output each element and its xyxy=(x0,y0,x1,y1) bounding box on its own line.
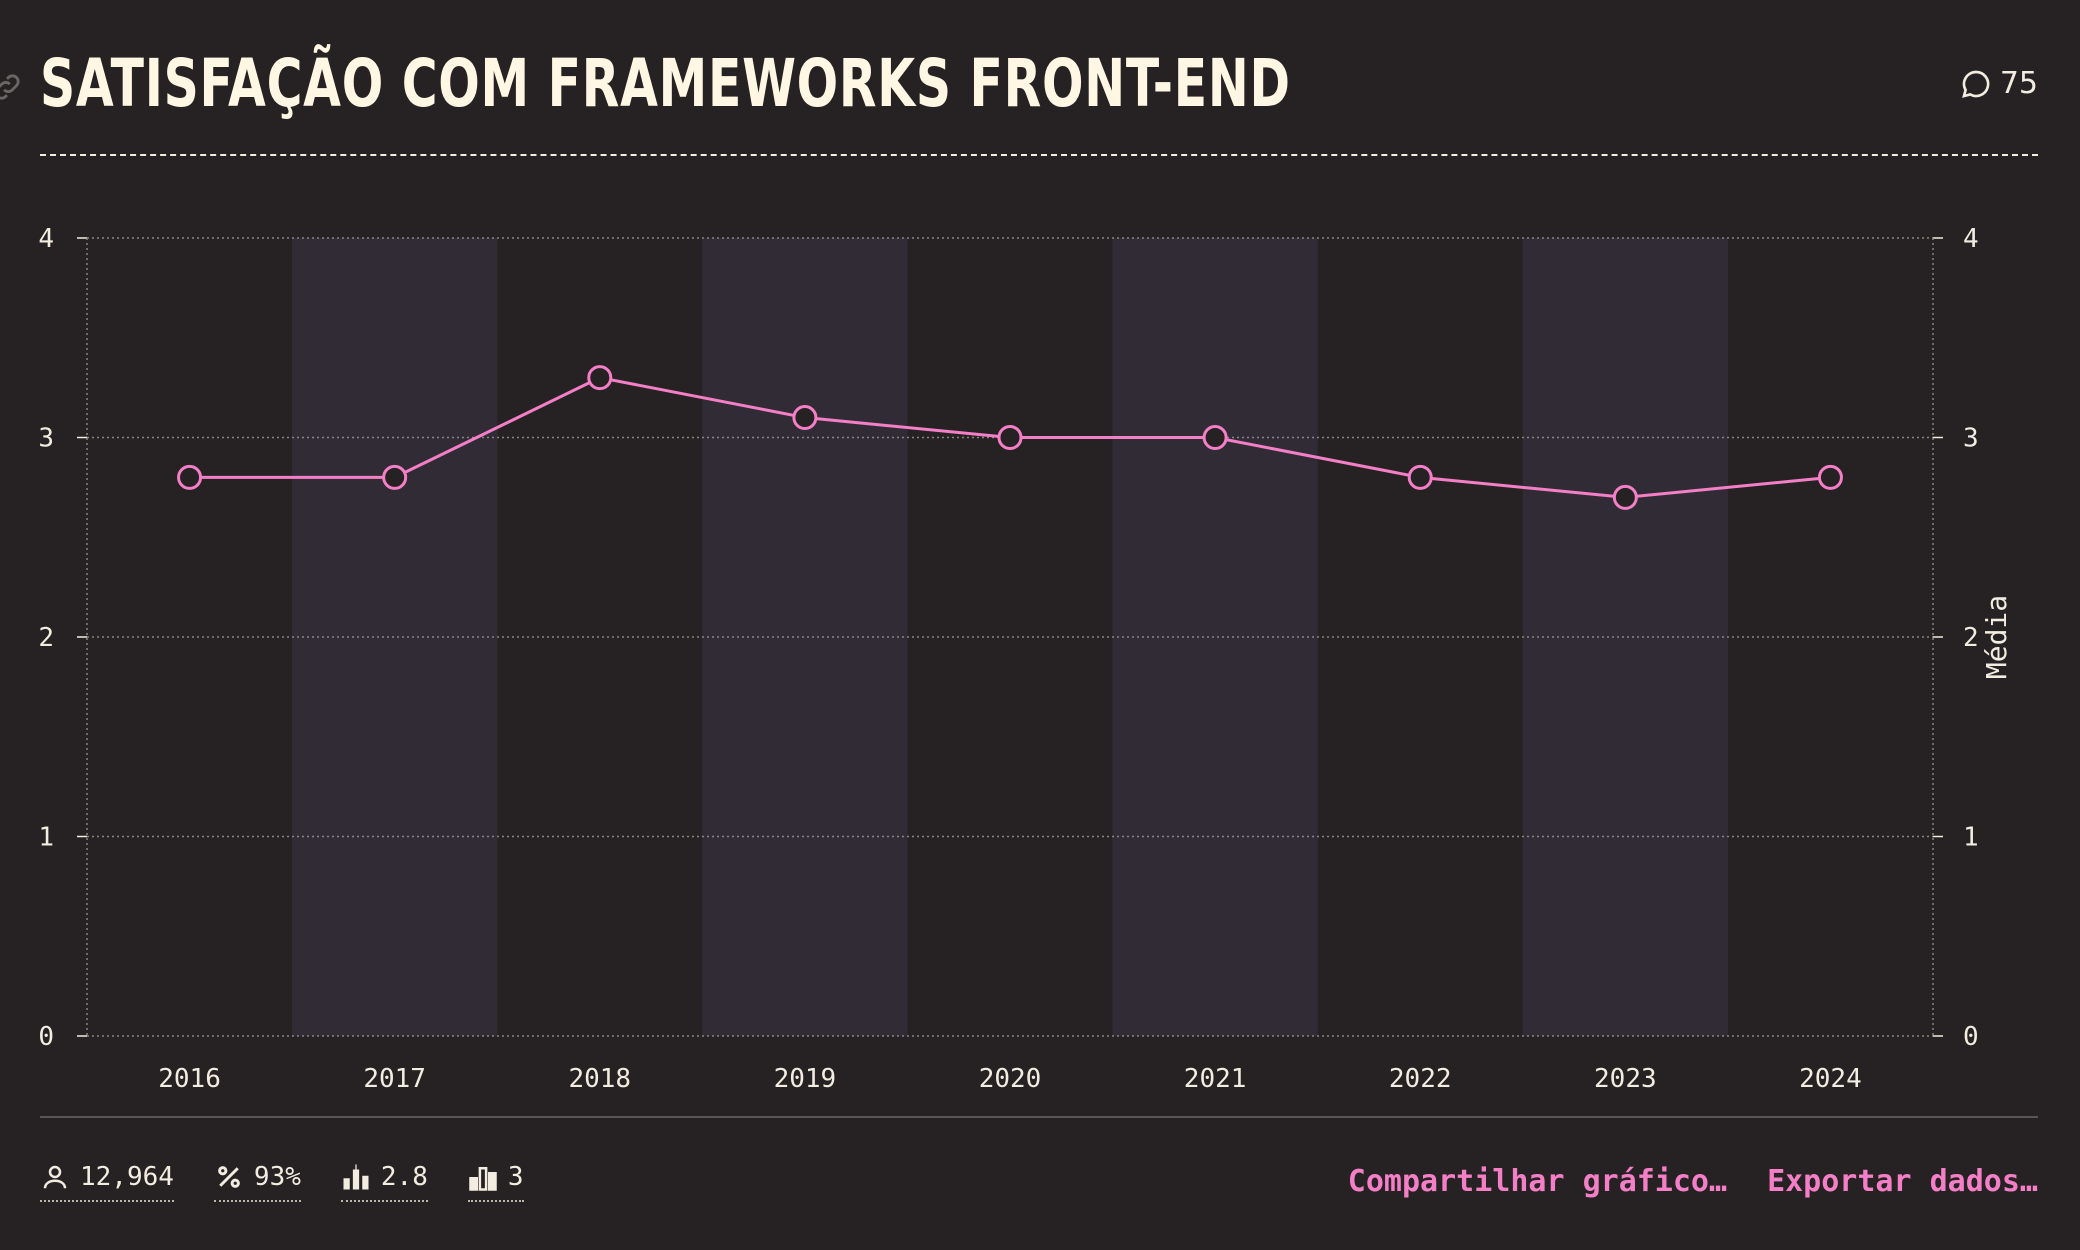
percent-icon xyxy=(214,1162,244,1192)
y-tick-label-left: 4 xyxy=(38,224,54,254)
y-tick-label-left: 3 xyxy=(38,424,54,454)
x-tick-label: 2024 xyxy=(1799,1064,1862,1094)
data-point xyxy=(1614,486,1636,508)
data-point xyxy=(1409,466,1431,488)
x-tick-label: 2019 xyxy=(774,1064,837,1094)
data-point xyxy=(794,407,816,429)
x-tick-label: 2016 xyxy=(158,1064,221,1094)
stat-respondents-value: 12,964 xyxy=(80,1162,174,1192)
stat-median-value: 3 xyxy=(508,1162,524,1192)
x-tick-label: 2023 xyxy=(1594,1064,1657,1094)
y-tick-label-right: 3 xyxy=(1963,424,1979,454)
y-tick-label-left: 0 xyxy=(38,1022,54,1052)
x-tick-label: 2017 xyxy=(363,1064,426,1094)
data-point xyxy=(589,367,611,389)
y-tick-label-left: 1 xyxy=(38,823,54,853)
stats-bar: 12,964 93% 2.8 3 xyxy=(40,1162,524,1202)
data-point xyxy=(999,427,1021,449)
stat-percentage-value: 93% xyxy=(254,1162,301,1192)
data-point xyxy=(384,466,406,488)
y-axis-title: Média xyxy=(1980,595,2013,679)
data-point xyxy=(179,466,201,488)
y-tick-label-right: 4 xyxy=(1963,224,1979,254)
average-icon xyxy=(341,1162,371,1192)
stat-average[interactable]: 2.8 xyxy=(341,1162,428,1202)
stat-respondents[interactable]: 12,964 xyxy=(40,1162,174,1202)
x-tick-label: 2020 xyxy=(979,1064,1042,1094)
y-tick-label-right: 1 xyxy=(1963,823,1979,853)
share-chart-link[interactable]: Compartilhar gráfico… xyxy=(1348,1164,1727,1199)
stat-percentage[interactable]: 93% xyxy=(214,1162,301,1202)
data-point xyxy=(1819,466,1841,488)
y-tick-label-right: 2 xyxy=(1963,623,1979,653)
y-tick-label-right: 0 xyxy=(1963,1022,1979,1052)
x-tick-label: 2022 xyxy=(1389,1064,1452,1094)
data-point xyxy=(1204,427,1226,449)
line-chart: 0 0 1 1 2 2 3 3 4 4 Média 2016 2017 2018 2019 2020 2021 2… xyxy=(0,0,2080,1110)
x-tick-label: 2021 xyxy=(1184,1064,1247,1094)
export-data-link[interactable]: Exportar dados… xyxy=(1767,1164,2038,1199)
x-tick-label: 2018 xyxy=(568,1064,631,1094)
stat-average-value: 2.8 xyxy=(381,1162,428,1192)
footer-divider xyxy=(40,1116,2038,1118)
chart-actions: Compartilhar gráfico… Exportar dados… xyxy=(1348,1164,2038,1199)
y-tick-label-left: 2 xyxy=(38,623,54,653)
user-icon xyxy=(40,1162,70,1192)
stat-median[interactable]: 3 xyxy=(468,1162,524,1202)
median-icon xyxy=(468,1162,498,1192)
